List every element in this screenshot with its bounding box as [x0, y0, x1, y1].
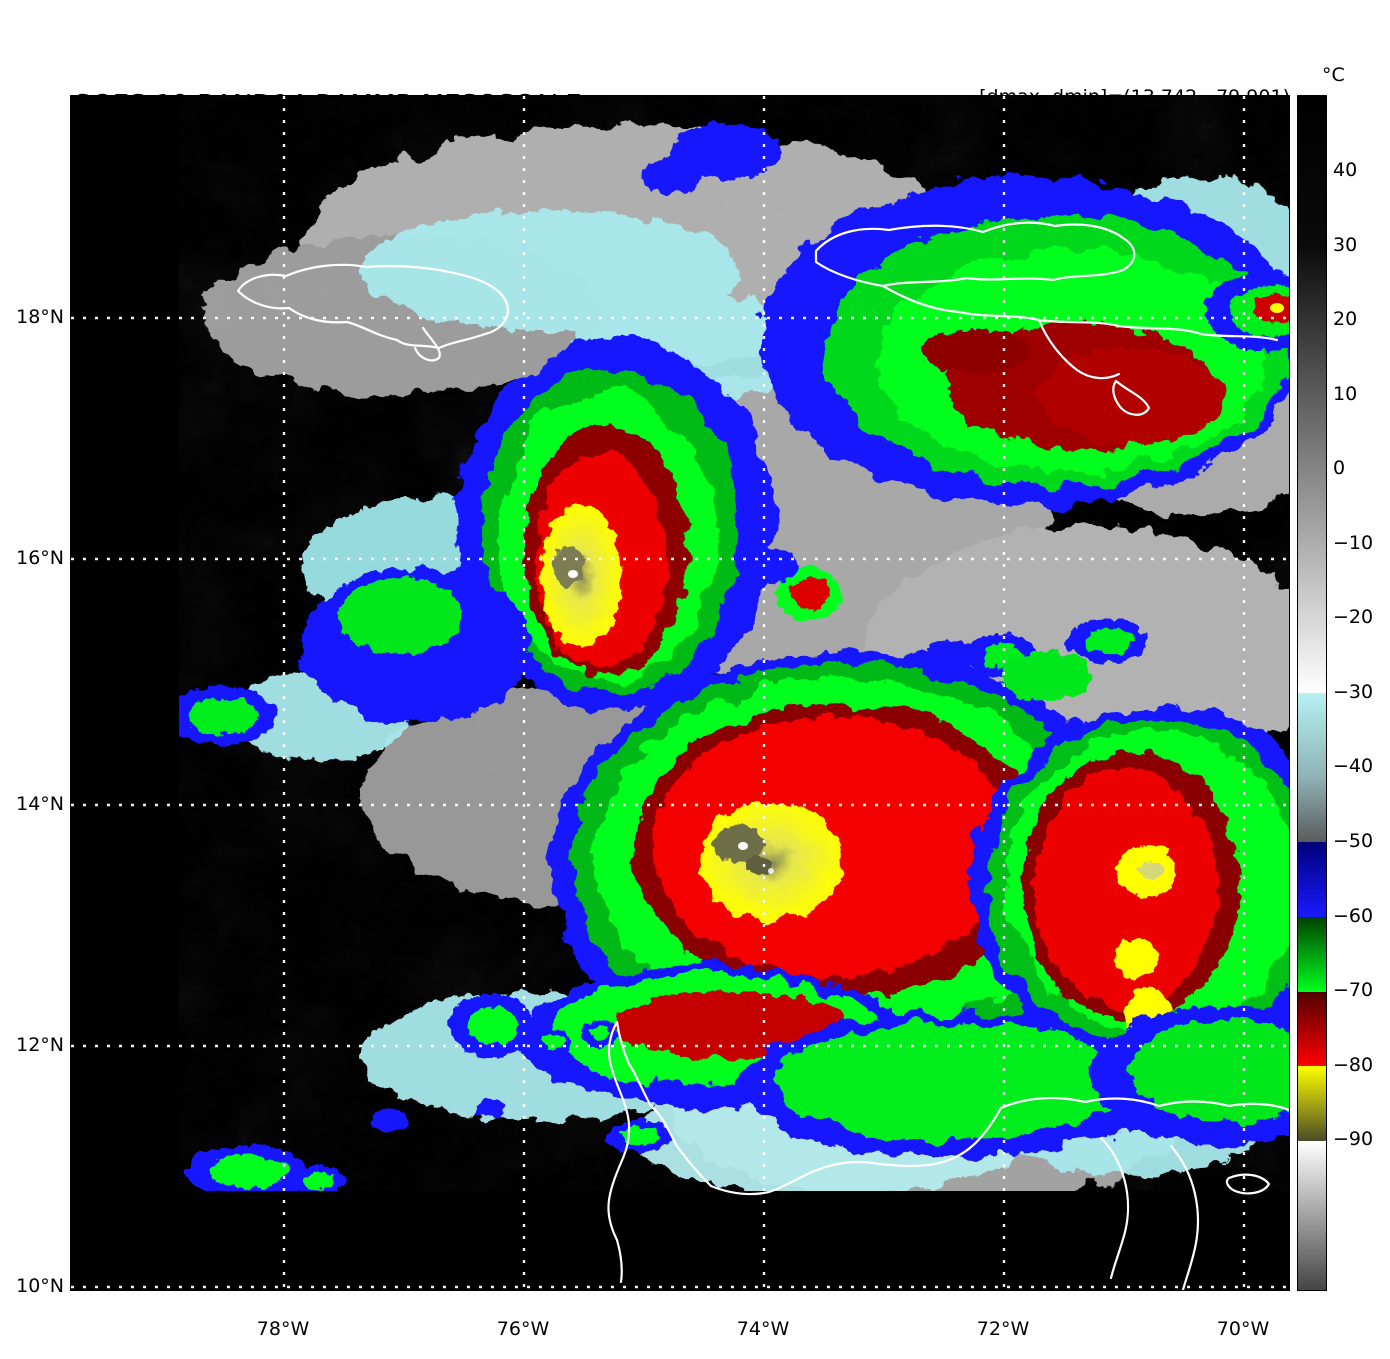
coastline-venezuela-lake: [1099, 1136, 1130, 1280]
coastline-hispaniola-bay: [1037, 318, 1121, 380]
cb-tick-m80: −80: [1333, 1054, 1374, 1076]
cb-tick-m30: −30: [1333, 681, 1374, 703]
x-tick-78w: 78°W: [256, 1318, 310, 1340]
cb-tick-m70: −70: [1333, 979, 1374, 1001]
cb-tick-m10: −10: [1333, 532, 1374, 554]
x-tick-70w: 70°W: [1216, 1318, 1270, 1340]
coastline-colombia-inland: [607, 1020, 631, 1284]
cb-tick-0: 0: [1333, 457, 1346, 479]
cb-tick-m50: −50: [1333, 830, 1374, 852]
northwest-convective-cell: [456, 341, 841, 711]
coastline-jamaica-south-lobe: [413, 326, 441, 362]
cb-tick-m40: −40: [1333, 755, 1374, 777]
temperature-colorbar[interactable]: [1297, 95, 1327, 1291]
y-tick-10n: 10°N: [16, 1275, 64, 1297]
coastline-jamaica: [236, 263, 509, 350]
y-tick-12n: 12°N: [16, 1034, 64, 1056]
northeast-cluster: [761, 176, 1289, 506]
cb-tick-m90: −90: [1333, 1128, 1374, 1150]
coastline-hispaniola-peninsula: [1112, 379, 1151, 416]
cb-tick-m60: −60: [1333, 905, 1374, 927]
y-tick-14n: 14°N: [16, 793, 64, 815]
coastline-aruba: [1225, 1173, 1271, 1195]
coastline-hispaniola-north: [814, 221, 1136, 288]
coastline-colombia-isthmus: [615, 1020, 713, 1188]
coastline-colombia-coast: [709, 1106, 1003, 1196]
x-tick-76w: 76°W: [496, 1318, 550, 1340]
y-tick-18n: 18°N: [16, 306, 64, 328]
southern-convective-trail: [521, 966, 1289, 1158]
colorbar-gradient: [1298, 96, 1326, 1290]
x-tick-74w: 74°W: [736, 1318, 790, 1340]
colorbar-unit-label: °C: [1322, 64, 1345, 86]
coastline-hispaniola-south: [881, 284, 1279, 342]
y-tick-16n: 16°N: [16, 547, 64, 569]
coastline-venezuela-east: [1169, 1144, 1200, 1290]
cb-tick-m20: −20: [1333, 606, 1374, 628]
scattered-small-cells: [179, 123, 1146, 1191]
cb-tick-30: 30: [1333, 234, 1358, 256]
satellite-image-plot[interactable]: Copyright © 2020-2025 Dapiya: [70, 95, 1290, 1291]
satellite-swath: [179, 96, 1289, 1191]
cb-tick-40: 40: [1333, 159, 1358, 181]
satellite-imagery-canvas: [71, 96, 1289, 1290]
x-tick-72w: 72°W: [976, 1318, 1030, 1340]
coastlines-layer: [236, 221, 1289, 1290]
eastern-convective-cell: [971, 706, 1289, 1066]
cb-tick-20: 20: [1333, 308, 1358, 330]
cb-tick-10: 10: [1333, 383, 1358, 405]
